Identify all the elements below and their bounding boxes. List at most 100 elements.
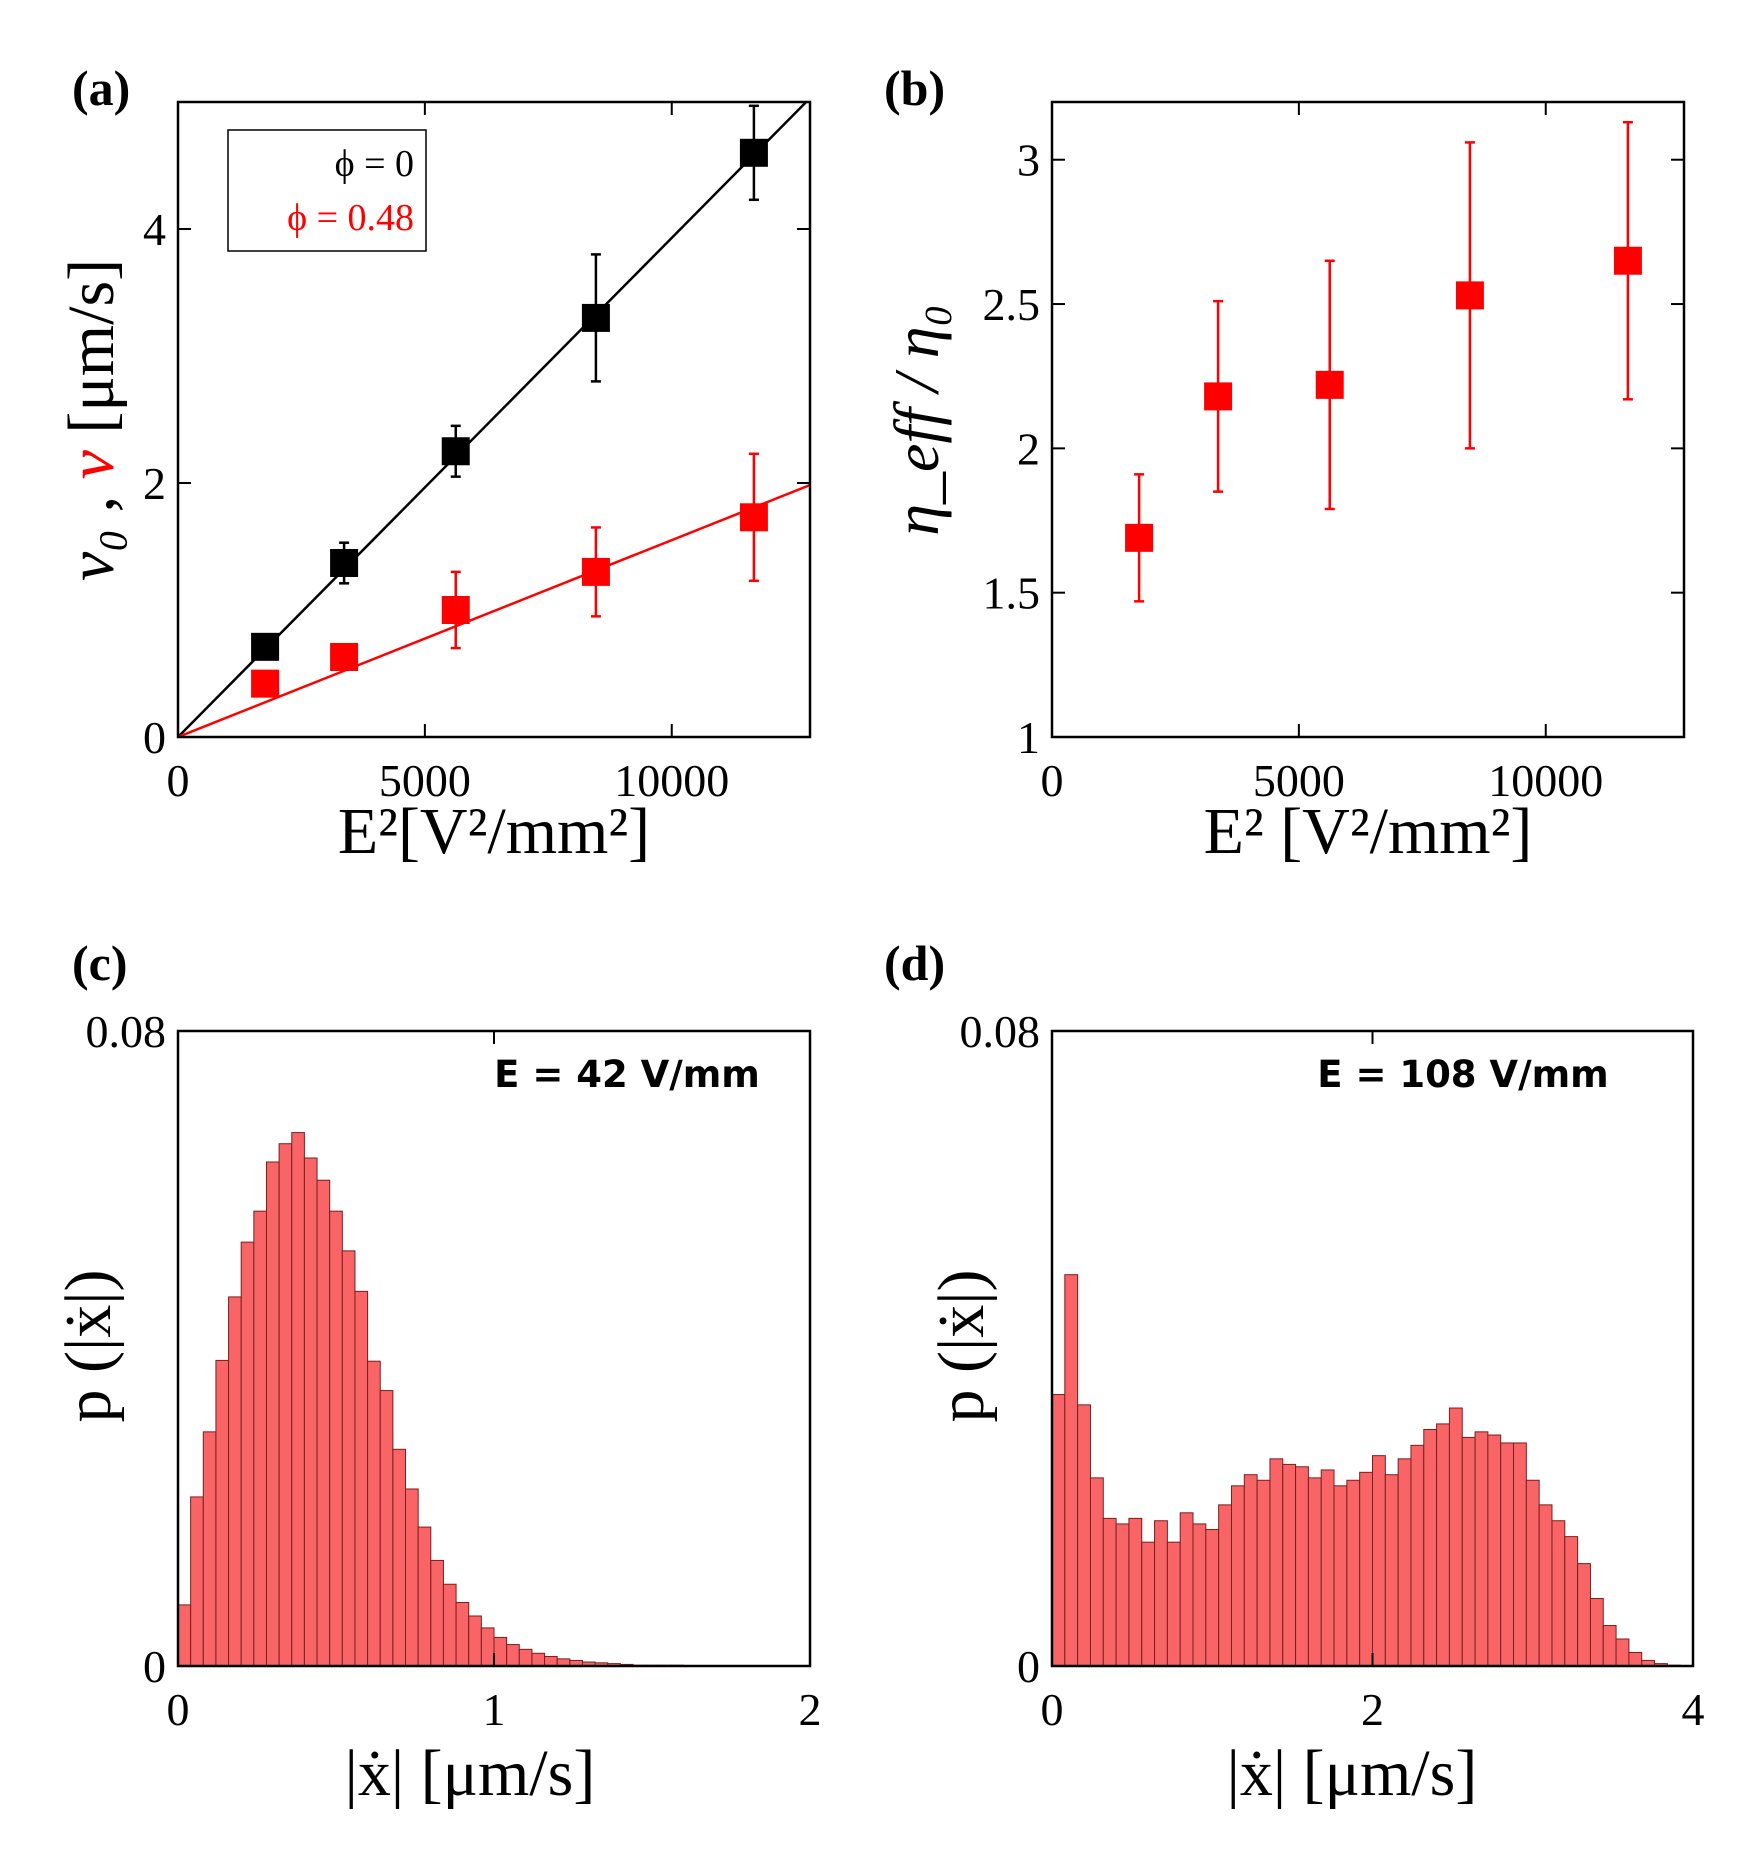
histogram-bar (316, 1179, 331, 1667)
y-tick-label: 4 (143, 204, 166, 255)
x-axis-label: E² [V²/mm²] (1204, 795, 1533, 868)
histogram-bar (341, 1250, 356, 1667)
histogram-bar (1166, 1541, 1181, 1667)
histogram-bar (493, 1636, 508, 1667)
histogram-bar (1230, 1485, 1245, 1667)
data-point (1204, 382, 1233, 411)
histogram-bar (442, 1583, 457, 1667)
histogram-bar (1333, 1485, 1348, 1667)
x-tick-label: 0 (1041, 1684, 1064, 1735)
histogram-bar (1410, 1444, 1425, 1667)
x-tick-label: 2 (799, 1684, 822, 1735)
histogram-bar (1461, 1436, 1476, 1667)
histogram-bar (1243, 1474, 1258, 1667)
data-point (330, 642, 359, 671)
fit-line-black (178, 102, 808, 737)
histogram-bar (1218, 1504, 1232, 1667)
axes-frame (176, 100, 812, 739)
histogram-bar (1192, 1523, 1207, 1667)
histogram-bar (367, 1360, 381, 1667)
y-tick-label: 3 (1017, 135, 1040, 186)
fit-line-red (178, 483, 810, 737)
x-tick-label: 10000 (1488, 755, 1603, 806)
histogram-bar (1436, 1423, 1450, 1667)
x-tick-label: 5000 (1253, 755, 1345, 806)
histogram-bar (506, 1644, 520, 1667)
y-tick-label: 1.5 (983, 568, 1041, 619)
histogram-bar (1089, 1477, 1104, 1667)
histogram-bar (1615, 1638, 1630, 1667)
histogram-bar (1064, 1274, 1079, 1667)
histogram-bar (303, 1157, 318, 1667)
y-tick-label: 0.08 (86, 1006, 167, 1057)
histogram-bar (1359, 1471, 1374, 1667)
panel-label: (c) (72, 935, 128, 991)
histogram-bar (1179, 1512, 1194, 1667)
y-tick-label: 0 (143, 1641, 166, 1692)
histogram-bar (405, 1488, 419, 1667)
data-point (441, 437, 470, 466)
histogram-bar (392, 1448, 407, 1667)
y-tick-label: 1 (1017, 712, 1040, 763)
panel-label: (b) (884, 60, 945, 116)
data-point (1315, 370, 1344, 399)
data-point (441, 596, 470, 624)
histogram-bar (265, 1161, 280, 1667)
y-axis-label: η_eff / η₀ (881, 304, 952, 536)
histogram-bar (1577, 1563, 1591, 1667)
histogram-bar (1538, 1504, 1553, 1667)
panel-b: (b) 0 5000 10000 1 1.5 2 2.5 3 E² [V²/mm²] η_eff /… (881, 60, 1686, 868)
histogram-bar (1295, 1466, 1309, 1667)
x-axis-label: |ẋ| [μm/s] (345, 1737, 596, 1810)
field-annotation: E = 108 V/mm (1317, 1053, 1608, 1096)
histogram-bar (518, 1648, 533, 1667)
x-tick-label: 0 (1041, 755, 1064, 806)
data-point (251, 632, 280, 661)
histogram-bar (253, 1210, 267, 1667)
series-red (1125, 120, 1642, 603)
data-point (581, 303, 610, 332)
histogram-bar (430, 1559, 444, 1667)
axes-frame (176, 1029, 812, 1668)
data-point (581, 557, 610, 586)
y-axis-label: p (|ẋ|) (52, 1270, 125, 1423)
histogram-bar (1448, 1407, 1463, 1667)
histogram-bar (1423, 1428, 1438, 1667)
histogram-bar (1628, 1652, 1643, 1667)
field-annotation: E = 42 V/mm (494, 1053, 760, 1096)
histogram-bar (1141, 1541, 1156, 1667)
x-tick-label: 10000 (614, 755, 729, 806)
y-tick-label: 2 (1017, 423, 1040, 474)
panel-label: (a) (72, 60, 130, 116)
x-tick-label: 0 (167, 1684, 190, 1735)
x-tick-label: 2 (1361, 1684, 1384, 1735)
histogram-bar (1525, 1479, 1540, 1667)
x-axis-label: E²[V²/mm²] (338, 795, 650, 868)
histogram-bar (468, 1615, 482, 1667)
x-axis-label: |ẋ| [μm/s] (1227, 1737, 1478, 1810)
histogram-bar (190, 1496, 204, 1667)
histogram-bar (1282, 1463, 1297, 1667)
histogram-bar (1320, 1469, 1335, 1667)
y-tick-label: 0.08 (960, 1006, 1041, 1057)
panel-label: (d) (884, 935, 945, 991)
legend-box (227, 129, 427, 252)
histogram-bar (291, 1132, 305, 1667)
histogram-bar (1500, 1442, 1515, 1667)
histogram-bar (1051, 1394, 1066, 1667)
histogram-bar (1397, 1458, 1412, 1667)
data-point (251, 669, 280, 698)
histogram-bar (177, 1604, 192, 1667)
histogram-bar (1564, 1536, 1579, 1667)
series-black (251, 104, 768, 661)
histogram-bar (544, 1655, 558, 1667)
histogram-bar (1307, 1477, 1322, 1667)
legend: ϕ = 0 ϕ = 0.48 (227, 129, 427, 252)
histogram-bar (1602, 1625, 1617, 1667)
panel-a: (a) 0 5000 10000 0 2 4 ϕ = 0 ϕ = 0.48 E²[V²/mm²] v… (55, 60, 812, 868)
histogram-bar (354, 1290, 369, 1667)
histogram-bar (1513, 1442, 1527, 1667)
data-point (739, 503, 768, 532)
y-axis-label: p (|ẋ|) (925, 1270, 998, 1423)
data-point (1455, 281, 1484, 310)
